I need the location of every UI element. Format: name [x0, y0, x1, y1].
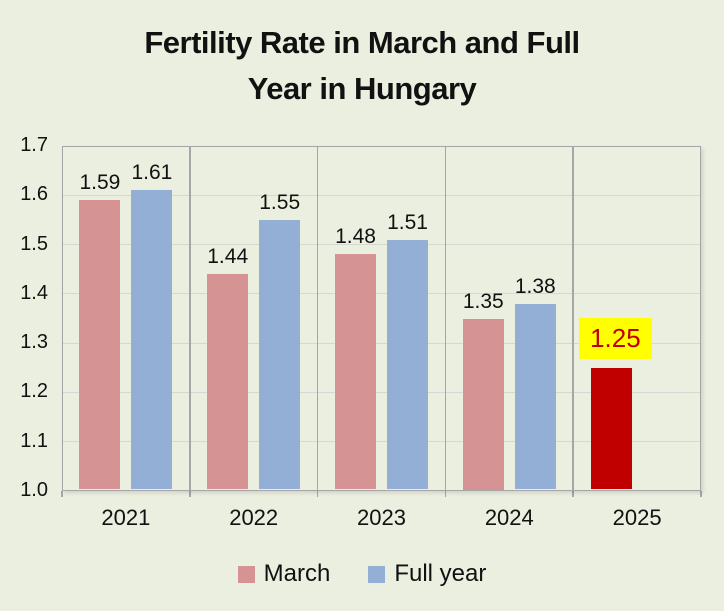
- y-axis-label-1.0: 1.0: [20, 479, 48, 501]
- x-axis-label-2023: 2023: [357, 505, 406, 530]
- data-label-march-2022: 1.44: [207, 245, 249, 269]
- y-axis-label-1.1: 1.1: [20, 429, 48, 452]
- y-axis-label-1.5: 1.5: [20, 232, 48, 255]
- data-label-march-2023: 1.48: [335, 225, 376, 249]
- legend-swatch-march: [237, 565, 255, 583]
- bar-march-2023: [335, 254, 376, 490]
- legend-swatch-full-year: [368, 565, 386, 583]
- y-axis-label-1.2: 1.2: [20, 380, 48, 403]
- gridline-1.5: [62, 244, 701, 246]
- chart-title-line-2: Year in Hungary: [247, 71, 477, 106]
- axis-tick: [61, 491, 63, 497]
- y-axis-label-1.4: 1.4: [20, 281, 48, 304]
- data-label-full-year-2024: 1.38: [514, 274, 556, 298]
- data-label-full-year-2022: 1.55: [259, 190, 301, 214]
- bar-march-2021: [79, 200, 121, 490]
- gridline-1.3: [62, 342, 701, 344]
- y-axis-label-1.7: 1.7: [20, 134, 48, 156]
- data-label-full-year-2023: 1.51: [387, 210, 428, 234]
- category-separator: [189, 146, 191, 497]
- data-label-full-year-2021: 1.61: [131, 161, 173, 185]
- bar-march-2022: [207, 274, 249, 490]
- gridline-1.1: [62, 441, 701, 443]
- data-label-march-2021: 1.59: [79, 171, 121, 195]
- data-label-march-2025: 1.25: [579, 317, 652, 359]
- category-separator: [444, 146, 447, 497]
- x-axis-label-2025: 2025: [612, 505, 662, 530]
- x-axis-label-2021: 2021: [101, 505, 151, 530]
- bar-full-year-2022: [259, 219, 301, 490]
- bar-full-year-2024: [514, 303, 556, 490]
- legend: March Full year: [0, 560, 724, 588]
- bar-full-year-2021: [131, 190, 173, 490]
- y-axis-label-1.3: 1.3: [20, 331, 48, 354]
- plot-area: [62, 146, 701, 491]
- gridline-1.2: [62, 391, 701, 393]
- x-axis-label-2022: 2022: [229, 505, 279, 530]
- bar-full-year-2023: [387, 239, 428, 490]
- chart-title-line-1: Fertility Rate in March and Full: [144, 25, 580, 60]
- category-separator: [316, 146, 319, 497]
- legend-entry-march: March: [237, 560, 331, 588]
- x-axis-label-2024: 2024: [484, 505, 534, 530]
- axis-tick: [700, 491, 702, 497]
- data-label-march-2024: 1.35: [462, 289, 504, 313]
- gridline-1.6: [62, 194, 701, 196]
- legend-entry-full-year: Full year: [368, 560, 486, 588]
- legend-label-march: March: [263, 560, 331, 587]
- legend-label-full-year: Full year: [394, 560, 487, 587]
- category-separator: [572, 146, 574, 497]
- chart-title: Fertility Rate in March and Full Year in…: [0, 20, 724, 112]
- bar-march-2024: [462, 318, 504, 490]
- gridline-1.4: [62, 293, 701, 295]
- y-axis-label-1.6: 1.6: [20, 183, 48, 206]
- bar-march-2025: [590, 367, 632, 490]
